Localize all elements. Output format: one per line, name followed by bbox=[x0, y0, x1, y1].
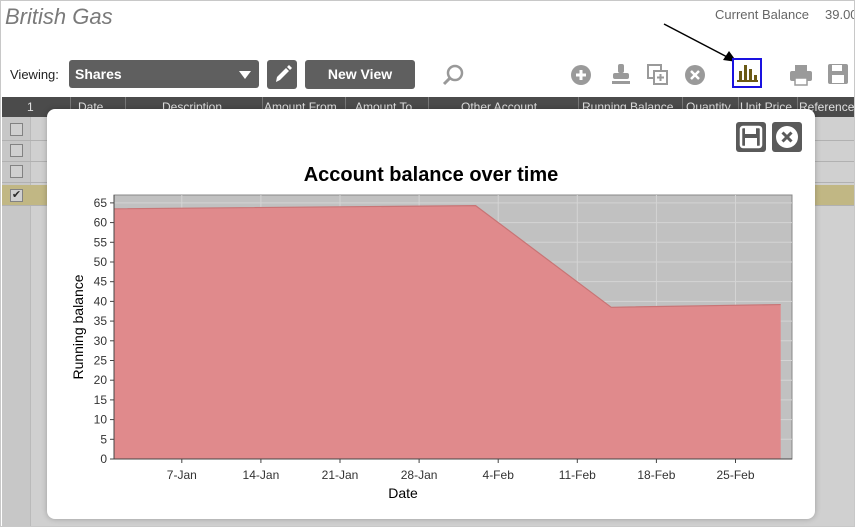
x-tick-label: 11-Feb bbox=[559, 468, 596, 482]
current-balance-value: 39.00 bbox=[825, 7, 855, 22]
chart-close-button[interactable] bbox=[772, 122, 802, 152]
row-number-header: 1 bbox=[27, 100, 34, 114]
chart-icon bbox=[737, 65, 758, 82]
y-tick-label: 60 bbox=[94, 216, 108, 230]
y-tick-label: 30 bbox=[94, 334, 108, 348]
row-checkbox[interactable]: ✔ bbox=[10, 189, 23, 202]
x-tick-label: 7-Jan bbox=[167, 468, 197, 482]
row-checkbox[interactable] bbox=[10, 165, 23, 178]
account-title: British Gas bbox=[5, 4, 113, 29]
y-tick-label: 40 bbox=[94, 294, 108, 308]
save-icon bbox=[739, 125, 763, 149]
view-select[interactable]: Shares bbox=[69, 60, 259, 88]
x-tick-label: 4-Feb bbox=[483, 468, 515, 482]
y-tick-label: 50 bbox=[94, 255, 108, 269]
x-tick-label: 25-Feb bbox=[716, 468, 754, 482]
chart-title: Account balance over time bbox=[303, 164, 559, 186]
duplicate-icon[interactable] bbox=[646, 63, 670, 87]
y-tick-label: 65 bbox=[94, 196, 108, 210]
x-tick-label: 28-Jan bbox=[401, 468, 438, 482]
chart-button[interactable] bbox=[732, 58, 762, 88]
viewing-label: Viewing: bbox=[10, 67, 59, 82]
current-balance-label: Current Balance bbox=[715, 7, 809, 22]
series-line bbox=[113, 205, 781, 308]
y-tick-label: 5 bbox=[100, 432, 107, 446]
y-axis-label: Running balance bbox=[70, 274, 86, 379]
series-area bbox=[114, 205, 781, 459]
balance-chart: 0 5 10 15 20 25 30 35 40 45 50 55 60 65 7-Jan 14-Jan 21-… bbox=[70, 194, 793, 501]
y-tick-label: 0 bbox=[100, 452, 107, 466]
pencil-icon bbox=[276, 65, 292, 82]
new-view-button[interactable]: New View bbox=[305, 60, 415, 89]
chart-save-button[interactable] bbox=[736, 122, 766, 152]
chart-dialog: Account balance over time 0 5 10 15 20 25 30 35… bbox=[47, 109, 815, 519]
y-tick-label: 35 bbox=[94, 314, 108, 328]
y-tick-label: 45 bbox=[94, 275, 108, 289]
close-icon bbox=[776, 126, 798, 148]
save-icon[interactable] bbox=[826, 62, 850, 86]
y-tick-label: 15 bbox=[94, 393, 108, 407]
y-tick-label: 20 bbox=[94, 373, 108, 387]
edit-view-button[interactable] bbox=[267, 60, 297, 89]
y-tick-label: 25 bbox=[94, 353, 108, 367]
view-select-value: Shares bbox=[75, 66, 122, 82]
delete-icon[interactable] bbox=[684, 64, 706, 86]
x-tick-label: 21-Jan bbox=[322, 468, 359, 482]
row-checkbox[interactable] bbox=[10, 123, 23, 136]
x-tick-label: 14-Jan bbox=[243, 468, 280, 482]
x-axis-label: Date bbox=[388, 485, 418, 501]
row-checkbox[interactable] bbox=[10, 144, 23, 157]
y-tick-label: 10 bbox=[94, 413, 108, 427]
add-icon[interactable] bbox=[570, 64, 592, 86]
search-icon[interactable] bbox=[441, 63, 467, 87]
x-tick-label: 18-Feb bbox=[637, 468, 675, 482]
y-tick-label: 55 bbox=[94, 235, 108, 249]
chevron-down-icon bbox=[239, 71, 251, 79]
toolbar: Viewing: Shares New View bbox=[1, 58, 854, 91]
print-icon[interactable] bbox=[788, 63, 814, 87]
stamp-icon[interactable] bbox=[610, 62, 632, 88]
